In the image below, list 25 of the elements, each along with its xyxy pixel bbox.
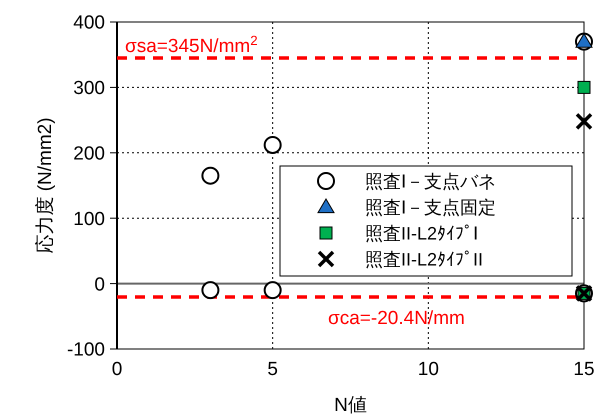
x-tick-label: 0 bbox=[112, 359, 122, 380]
x-tick-label: 5 bbox=[267, 359, 278, 380]
x-tick-label: 10 bbox=[418, 359, 439, 380]
point bbox=[578, 80, 590, 94]
point bbox=[201, 166, 220, 185]
point bbox=[576, 33, 592, 48]
y-tick-label: 300 bbox=[73, 78, 105, 100]
point bbox=[575, 112, 593, 130]
y-tick-label: -100 bbox=[66, 340, 105, 361]
ref-line-label: σsa=345N/mm$^{2}$ bbox=[125, 32, 258, 57]
x-axis-title: N値 bbox=[334, 395, 367, 415]
legend-label: 照査II-L2ﾀｲﾌﾟII bbox=[365, 249, 484, 270]
y-tick-label: 0 bbox=[94, 274, 105, 296]
y-tick-label: 400 bbox=[73, 12, 105, 34]
legend-label: 照査II-L2ﾀｲﾌﾟⅠ bbox=[365, 223, 478, 244]
point bbox=[264, 281, 282, 300]
y-tick-label: 100 bbox=[73, 208, 105, 230]
x-tick-label: 15 bbox=[573, 359, 595, 380]
y-axis-title: 応力度 (N/mm2) bbox=[34, 117, 56, 254]
legend-label: 照査Ⅰ－支点バネ bbox=[365, 171, 496, 192]
ref-line-label: σca=-20.4N/mm bbox=[328, 308, 465, 329]
point bbox=[264, 136, 282, 154]
y-tick-label: 200 bbox=[73, 143, 105, 164]
point bbox=[201, 281, 220, 300]
legend-label: 照査Ⅰ－支点固定 bbox=[365, 197, 496, 218]
